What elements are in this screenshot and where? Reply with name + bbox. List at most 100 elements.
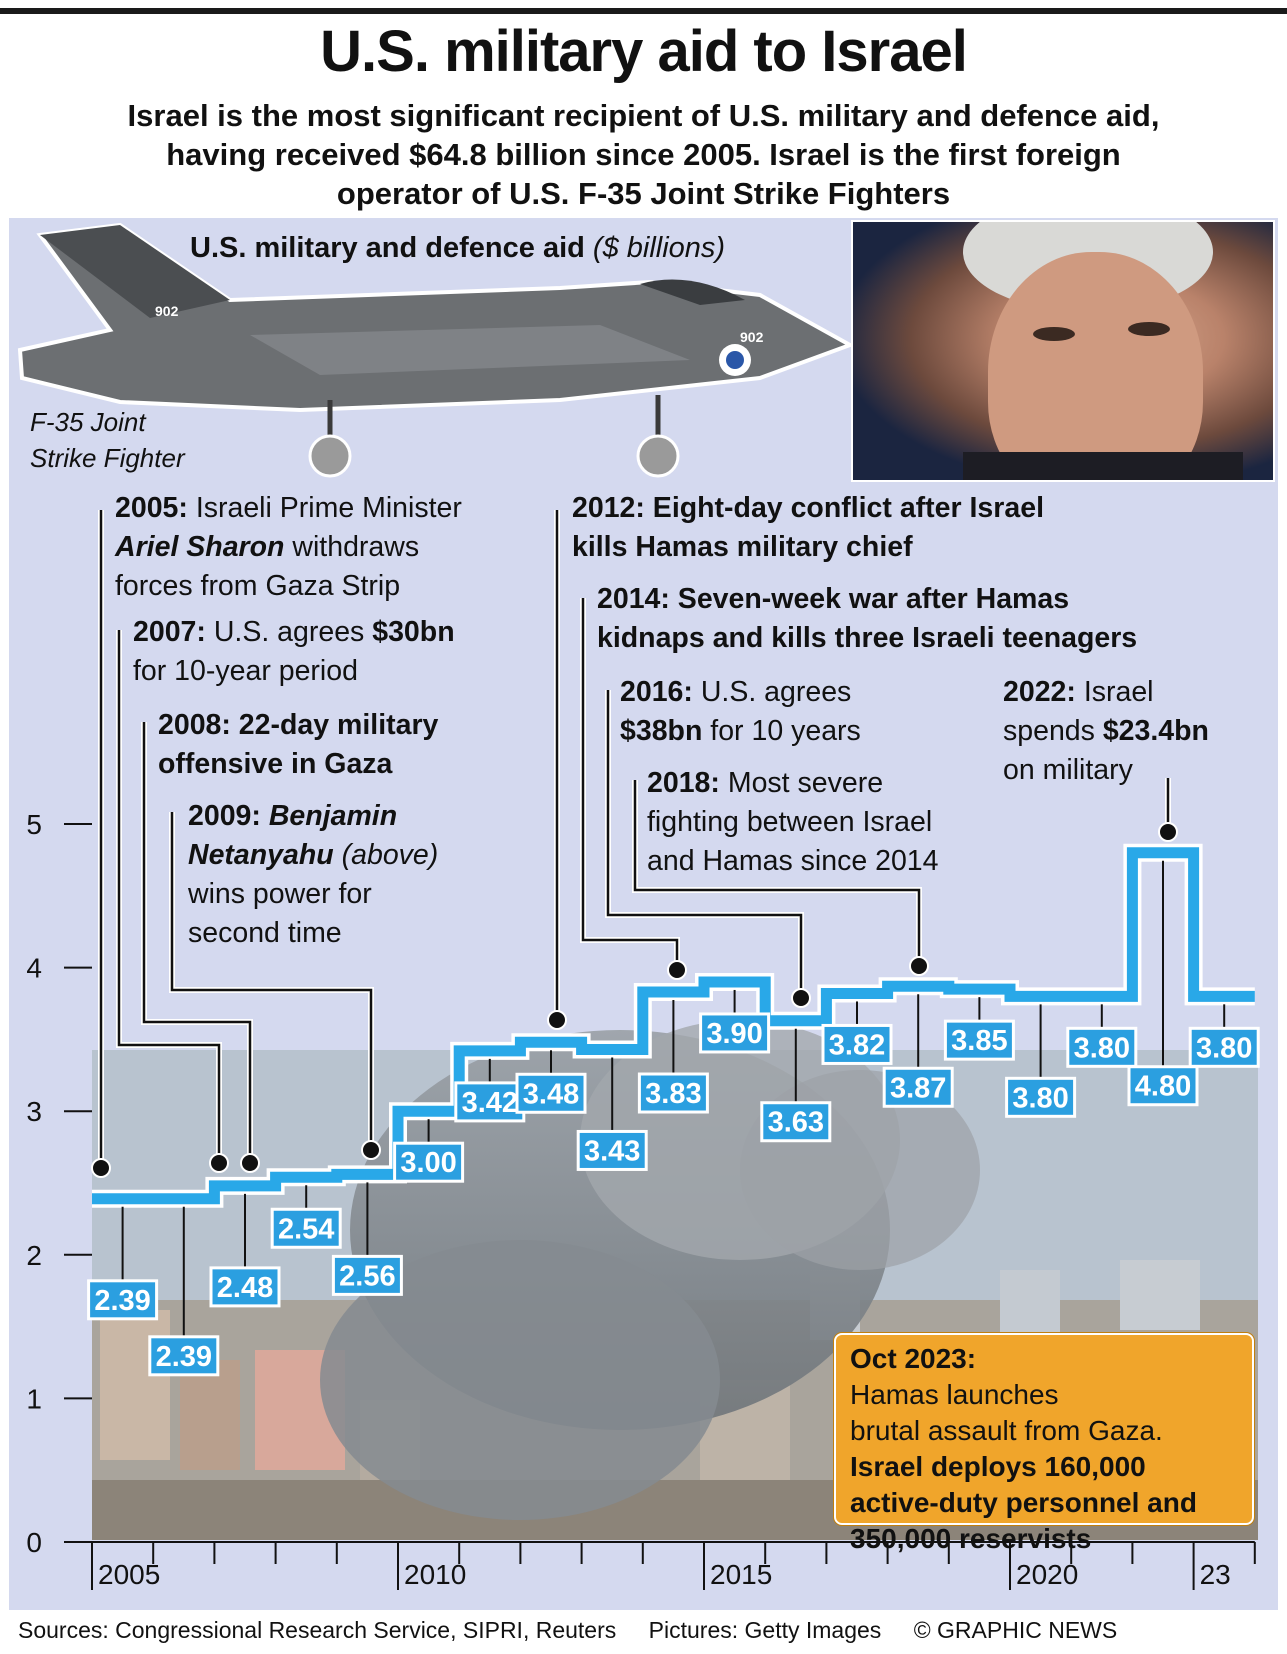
jet-fuselage	[17, 222, 855, 413]
building	[180, 1360, 240, 1470]
subtitle-line: operator of U.S. F-35 Joint Strike Fight…	[336, 176, 951, 211]
footer: Sources: Congressional Research Service,…	[18, 1612, 1268, 1648]
smoke-plume	[320, 1240, 720, 1520]
value-label-box	[576, 1129, 648, 1171]
value-label-box	[637, 1072, 709, 1114]
value-label-box	[821, 1023, 893, 1065]
annotation-2022: 2022: Israel spends $23.4bn on military	[1003, 676, 1209, 786]
value-label: 3.42	[462, 1087, 518, 1119]
value-label: 3.85	[951, 1025, 1007, 1057]
value-label: 2.54	[278, 1213, 334, 1245]
value-label: 2.39	[94, 1285, 150, 1317]
y-tick-label: 2	[26, 1240, 42, 1271]
chart-heading-unit: ($ billions)	[592, 232, 726, 264]
y-tick-label: 5	[26, 809, 42, 840]
fighter-caption: F-35 Joint Strike Fighter	[30, 407, 185, 473]
footer-credit: © GRAPHIC NEWS	[913, 1617, 1118, 1643]
value-label-box	[1066, 1026, 1138, 1068]
value-label-box	[515, 1072, 587, 1114]
value-label-box	[943, 1019, 1015, 1061]
value-label: 4.80	[1135, 1071, 1191, 1103]
value-label: 3.82	[829, 1029, 885, 1061]
annotation-leaders	[91, 510, 1178, 1178]
value-label-box	[1188, 1026, 1260, 1068]
value-label: 3.63	[768, 1107, 824, 1139]
leader-2012-dot	[547, 1010, 567, 1030]
jet-wheel-icon	[308, 434, 352, 478]
building	[100, 1310, 170, 1460]
value-label: 3.43	[584, 1135, 640, 1167]
annotation-2005: 2005: Israeli Prime Minister Ariel Sharo…	[115, 492, 462, 602]
building	[1120, 1260, 1200, 1330]
y-tick-label: 0	[26, 1527, 42, 1558]
value-label: 2.39	[156, 1341, 212, 1373]
annotation-2008: 2008: 22-day military offensive in Gaza	[158, 709, 439, 780]
annotation-2012: 2012: Eight-day conflict after Israel ki…	[572, 492, 1044, 563]
y-tick-label: 1	[26, 1383, 42, 1414]
x-tick-label: 2020	[1016, 1559, 1078, 1590]
leader-2014-dot	[667, 960, 687, 980]
star-roundel-icon	[726, 351, 744, 369]
annotation-2007: 2007: U.S. agrees $30bn for 10-year peri…	[133, 616, 455, 687]
value-label-box	[148, 1335, 220, 1377]
value-label-box	[1005, 1076, 1077, 1118]
value-label: 3.90	[706, 1018, 762, 1050]
leader-2008-dot	[240, 1153, 260, 1173]
value-label: 2.48	[217, 1272, 273, 1304]
value-label: 2.56	[339, 1260, 395, 1292]
jet-tail-fin	[40, 225, 230, 318]
leader-2009-dot	[361, 1140, 381, 1160]
subtitle-line: having received $64.8 billion since 2005…	[166, 137, 1121, 172]
value-label: 3.80	[1012, 1082, 1068, 1114]
leader-2007-dot	[209, 1153, 229, 1173]
oct-2023-callout: Oct 2023: Hamas launches brutal assault …	[834, 1333, 1254, 1554]
subtitle-line: Israel is the most significant recipient…	[127, 98, 1160, 133]
nose-number: 902	[740, 329, 764, 345]
x-tick-label: 2015	[710, 1559, 772, 1590]
leader-2007	[117, 630, 221, 1163]
aid-series	[92, 843, 1255, 1208]
value-label: 3.48	[523, 1078, 579, 1110]
value-label: 3.87	[890, 1072, 946, 1104]
x-tick-label: 2005	[98, 1559, 160, 1590]
step-line	[92, 847, 1255, 1205]
value-label-box	[699, 1012, 771, 1054]
y-tick-label: 4	[26, 953, 42, 984]
top-rule	[0, 8, 1287, 14]
jet-wheel-icon	[636, 434, 680, 478]
chart-heading-text: U.S. military and defence aid	[190, 232, 585, 264]
chart-heading: U.S. military and defence aid ($ billion…	[190, 232, 725, 265]
page-title: U.S. military aid to Israel	[320, 19, 968, 84]
x-tick-label: 23	[1200, 1559, 1231, 1590]
leader-2018-dot	[909, 956, 929, 976]
value-label-box	[393, 1141, 465, 1183]
leader-2005-dot	[91, 1158, 111, 1178]
page-subtitle: Israel is the most significant recipient…	[40, 96, 1247, 213]
f35-jet-illustration: 902 902	[17, 222, 855, 478]
leader-2016	[606, 690, 803, 998]
value-label: 3.83	[645, 1078, 701, 1110]
jet-wing	[250, 325, 690, 375]
annotation-2014: 2014: Seven-week war after Hamas kidnaps…	[597, 583, 1138, 654]
annotation-2009: 2009: Benjamin Netanyahu (above) wins po…	[188, 800, 439, 949]
building	[1000, 1270, 1060, 1340]
y-tick-label: 3	[26, 1096, 42, 1127]
value-label-box	[760, 1101, 832, 1143]
value-label-box	[87, 1279, 159, 1321]
leader-2009	[170, 812, 373, 1150]
value-label-box	[882, 1066, 954, 1108]
netanyahu-photo	[851, 220, 1275, 482]
footer-pictures: Pictures: Getty Images	[648, 1617, 882, 1643]
value-label: 3.00	[400, 1147, 456, 1179]
jet-canopy	[640, 279, 745, 305]
tail-number: 902	[155, 303, 179, 319]
value-label: 3.80	[1074, 1032, 1130, 1064]
value-label-box	[331, 1254, 403, 1296]
value-label-box	[1127, 1065, 1199, 1107]
annotation-2016: 2016: U.S. agrees $38bn for 10 years	[620, 676, 861, 747]
leader-2018	[633, 780, 921, 966]
footer-sources: Sources: Congressional Research Service,…	[18, 1617, 617, 1643]
value-label: 3.80	[1196, 1032, 1252, 1064]
leader-2014	[581, 598, 679, 970]
